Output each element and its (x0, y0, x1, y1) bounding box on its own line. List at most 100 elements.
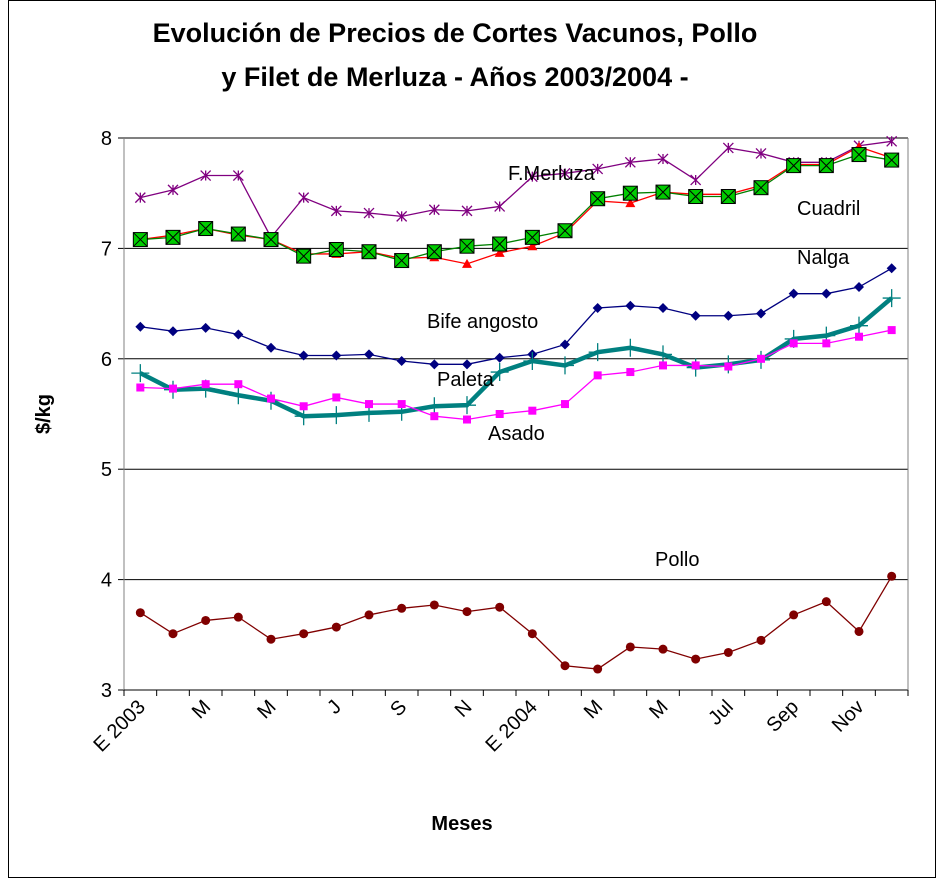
marker-shape (756, 308, 766, 319)
marker (363, 207, 375, 219)
marker (621, 338, 640, 357)
marker (364, 610, 374, 620)
marker (753, 180, 769, 196)
marker-shape (526, 171, 538, 183)
marker-shape (886, 135, 898, 147)
marker-shape (659, 361, 667, 370)
marker-shape (328, 242, 344, 257)
marker-shape (396, 356, 407, 367)
marker-shape (592, 303, 603, 314)
marker-shape (233, 329, 244, 340)
marker (331, 350, 342, 361)
marker (327, 406, 346, 425)
marker-shape (556, 356, 574, 375)
marker-shape (624, 156, 636, 168)
marker (232, 170, 244, 181)
marker (429, 600, 439, 610)
marker-shape (756, 635, 766, 645)
marker-shape (495, 602, 505, 612)
marker (560, 661, 570, 671)
series-label: Pollo (655, 549, 699, 571)
marker-shape (167, 184, 179, 196)
marker-shape (882, 289, 901, 308)
series-line (140, 267, 892, 365)
marker (592, 163, 604, 175)
marker-shape (266, 342, 276, 353)
marker-shape (724, 362, 733, 371)
marker (625, 642, 635, 652)
marker-shape (658, 303, 668, 314)
marker (135, 608, 145, 618)
marker-shape (298, 192, 310, 204)
marker (230, 226, 246, 242)
marker-shape (690, 310, 701, 321)
marker-shape (757, 354, 765, 363)
marker-shape (492, 236, 508, 252)
marker-shape (263, 232, 279, 247)
series-label: Nalga (797, 247, 850, 269)
marker-shape (463, 415, 471, 424)
marker-shape (658, 644, 668, 654)
marker (229, 386, 248, 405)
marker (495, 410, 504, 418)
marker (458, 396, 476, 415)
marker (789, 339, 798, 348)
marker (430, 412, 439, 421)
marker (201, 380, 210, 389)
marker (331, 622, 341, 632)
marker-shape (131, 364, 150, 383)
marker-shape (523, 352, 542, 371)
marker (559, 167, 571, 179)
series-label: F.Merluza (508, 163, 596, 185)
marker (886, 135, 898, 147)
marker (691, 654, 701, 664)
marker (688, 189, 704, 205)
marker-shape (364, 610, 374, 620)
marker-shape (230, 226, 246, 242)
marker-shape (331, 622, 341, 632)
marker (298, 350, 309, 361)
marker-shape (429, 600, 439, 610)
y-tick-label: 3 (101, 680, 112, 702)
marker (233, 612, 243, 622)
marker (135, 321, 146, 332)
marker-shape (887, 326, 896, 335)
series-line (140, 329, 892, 421)
marker (461, 205, 473, 217)
marker (654, 345, 672, 364)
marker (557, 223, 573, 239)
marker (266, 634, 276, 644)
marker (364, 349, 374, 360)
marker (624, 156, 636, 168)
series-label: Bife angosto (427, 311, 538, 333)
marker (625, 198, 636, 208)
marker (524, 229, 540, 245)
series-label: Cuadril (797, 198, 860, 220)
marker (462, 607, 472, 617)
chart-title: Evolución de Precios de Cortes Vacunos, … (153, 18, 758, 48)
marker (690, 310, 701, 321)
marker-shape (397, 400, 406, 409)
marker-shape (494, 352, 505, 363)
y-tick-label: 8 (101, 128, 112, 150)
marker-shape (494, 200, 506, 212)
marker (397, 400, 406, 409)
marker (165, 229, 181, 245)
marker-shape (722, 142, 734, 154)
marker (396, 210, 408, 222)
marker-shape (168, 326, 178, 337)
marker-shape (559, 167, 571, 179)
y-tick-label: 5 (101, 459, 112, 481)
marker (528, 406, 537, 415)
marker-shape (850, 316, 868, 335)
marker (658, 303, 668, 314)
marker-shape (365, 400, 373, 409)
marker (201, 615, 211, 625)
marker (328, 242, 344, 258)
marker-shape (621, 338, 640, 357)
y-tick-label: 4 (101, 570, 112, 592)
marker (850, 316, 868, 335)
series-label: Paleta (437, 369, 495, 391)
marker (588, 343, 607, 362)
